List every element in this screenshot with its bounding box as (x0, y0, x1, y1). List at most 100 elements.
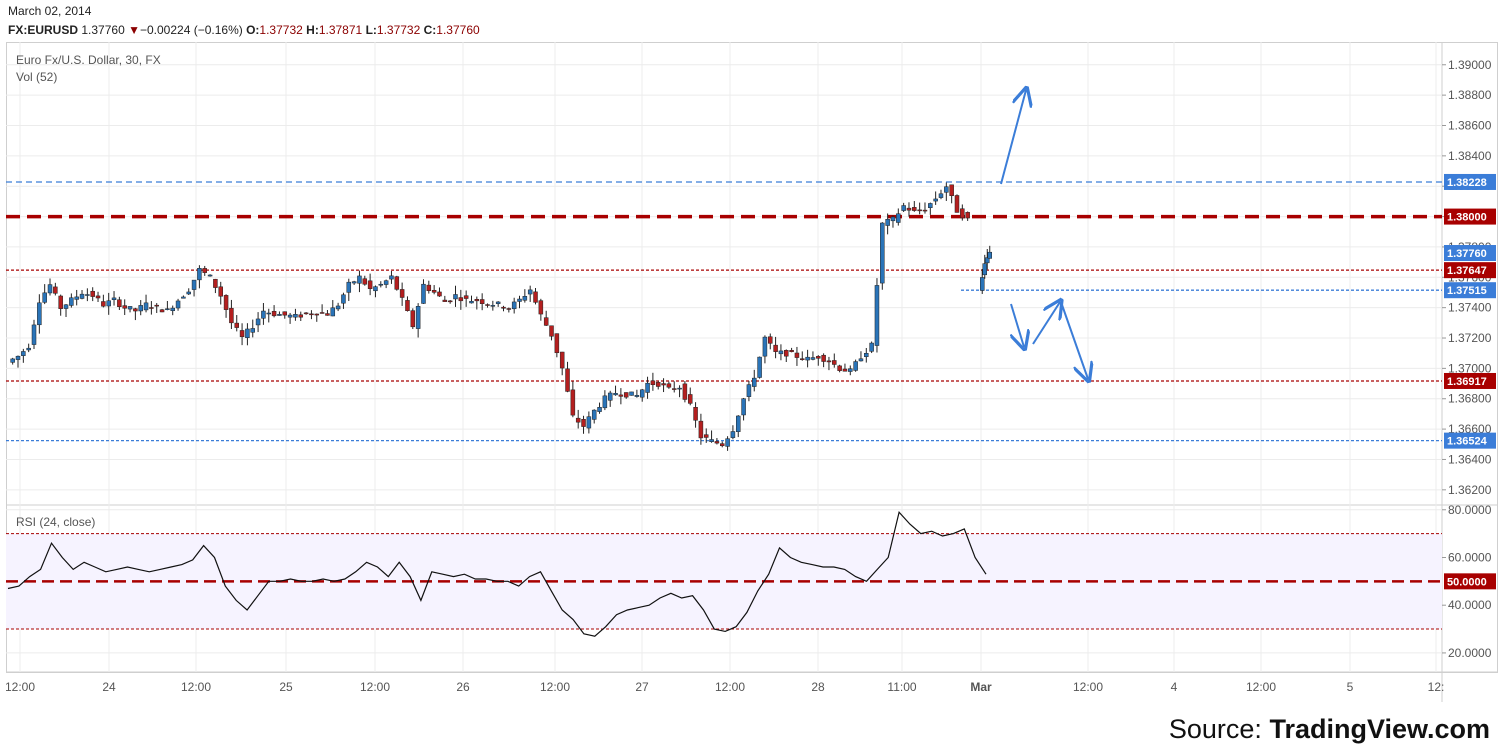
candle (987, 251, 992, 259)
candle (944, 186, 949, 193)
time-tick-label: 26 (456, 680, 470, 694)
candle (133, 308, 138, 312)
chart-canvas[interactable]: 1.390001.388001.386001.384001.382001.380… (6, 42, 1498, 704)
candle (309, 313, 314, 316)
candle (223, 295, 229, 310)
time-tick-label: 12:00 (360, 680, 390, 694)
candle (858, 358, 864, 362)
candle (298, 314, 304, 318)
candle (618, 394, 624, 397)
candle (335, 305, 341, 310)
candle (933, 198, 938, 202)
rsi-pane[interactable] (6, 510, 1442, 637)
candle (901, 205, 906, 211)
candle (74, 296, 79, 300)
candle (218, 286, 223, 297)
level-price-badge (1444, 432, 1496, 449)
price-tick-label: 1.39000 (1448, 58, 1492, 72)
candle (597, 407, 602, 412)
candle (186, 291, 191, 295)
candle (447, 300, 453, 303)
candle (522, 296, 528, 301)
candle (954, 195, 960, 213)
candle (442, 299, 448, 302)
pullback-arrow (1011, 303, 1024, 347)
candle (159, 309, 165, 313)
breakout-arrow (1000, 90, 1026, 185)
candle (896, 213, 901, 223)
candle (271, 310, 277, 317)
candle (874, 285, 880, 346)
candle (613, 393, 618, 396)
candle (21, 351, 26, 356)
time-tick-label: Mar (970, 680, 992, 694)
candle (549, 325, 554, 337)
price-pane[interactable] (6, 90, 1442, 451)
candle (965, 212, 970, 219)
candle (378, 283, 384, 286)
candle (26, 347, 31, 351)
candle (373, 286, 378, 292)
time-tick-label: 5 (1347, 680, 1354, 694)
candle (810, 357, 816, 360)
time-tick-label: 28 (811, 680, 825, 694)
candle (559, 351, 565, 369)
candle (794, 352, 800, 358)
candle (837, 365, 842, 371)
candle (538, 300, 544, 315)
candle (426, 284, 432, 292)
candle (37, 302, 42, 326)
candle (490, 305, 496, 307)
time-tick-label: 12:00 (715, 680, 745, 694)
candle (741, 398, 746, 416)
candle (330, 307, 336, 317)
candle (570, 389, 576, 416)
candle (506, 308, 512, 310)
time-tick-label: 12:00 (181, 680, 211, 694)
price-tick-label: 1.36600 (1448, 422, 1492, 436)
candle (165, 308, 170, 310)
time-tick-label: 11:00 (887, 680, 916, 694)
candle (565, 368, 570, 392)
candle (832, 360, 837, 365)
candle (250, 328, 255, 333)
candle (421, 283, 426, 304)
candle (586, 416, 592, 429)
candle (864, 353, 869, 357)
candle (800, 358, 805, 360)
candle (661, 383, 666, 386)
candle (485, 304, 490, 306)
volume-label: Vol (52) (16, 70, 57, 84)
time-tick-label: 24 (102, 680, 116, 694)
source-brand: TradingView.com (1269, 714, 1490, 744)
level-price-label: 1.37647 (1447, 265, 1487, 277)
rsi-line[interactable] (7, 510, 987, 637)
candle (655, 382, 661, 387)
candle (928, 203, 933, 208)
candle (202, 268, 207, 273)
candle (154, 304, 159, 307)
candle (111, 297, 117, 301)
candle (960, 208, 965, 219)
candle (842, 368, 848, 372)
open-value: 1.37732 (259, 23, 303, 37)
candle (197, 268, 202, 281)
rsi-midline-label: 50.0000 (1447, 576, 1487, 588)
candle (938, 193, 944, 198)
rsi-tick-label: 40.0000 (1448, 598, 1492, 612)
candle (474, 299, 480, 302)
candle (527, 289, 533, 295)
candle (394, 276, 400, 290)
candle (575, 417, 581, 423)
candle (53, 286, 58, 294)
price-tick-label: 1.38600 (1448, 118, 1492, 132)
candle (101, 301, 106, 307)
symbol-name[interactable]: FX:EURUSD (8, 23, 79, 37)
down-triangle-icon: ▼ (128, 23, 140, 37)
level-price-badge (1444, 282, 1496, 299)
candle (666, 383, 672, 388)
candle (890, 216, 896, 222)
close-label: C: (423, 23, 437, 37)
candle (10, 358, 15, 363)
rsi-tick-label: 60.0000 (1448, 550, 1492, 564)
